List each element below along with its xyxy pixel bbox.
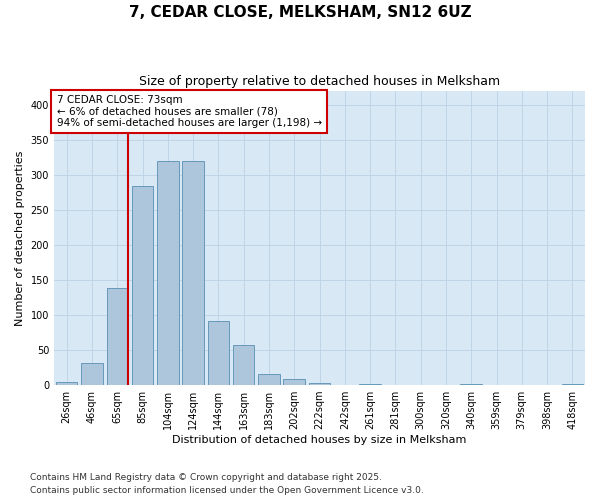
Bar (359, 384, 381, 385)
Bar (132, 186, 153, 385)
Bar (107, 288, 128, 385)
Bar (460, 384, 482, 385)
Bar (208, 322, 229, 385)
Text: 7, CEDAR CLOSE, MELKSHAM, SN12 6UZ: 7, CEDAR CLOSE, MELKSHAM, SN12 6UZ (128, 5, 472, 20)
Bar (309, 383, 330, 385)
Text: 7 CEDAR CLOSE: 73sqm
← 6% of detached houses are smaller (78)
94% of semi-detach: 7 CEDAR CLOSE: 73sqm ← 6% of detached ho… (56, 95, 322, 128)
Bar (258, 374, 280, 385)
Bar (56, 382, 77, 385)
Bar (81, 362, 103, 385)
Bar (562, 384, 583, 385)
Text: Contains public sector information licensed under the Open Government Licence v3: Contains public sector information licen… (30, 486, 424, 495)
Bar (157, 162, 179, 385)
Y-axis label: Number of detached properties: Number of detached properties (15, 150, 25, 326)
Title: Size of property relative to detached houses in Melksham: Size of property relative to detached ho… (139, 75, 500, 88)
Text: Contains HM Land Registry data © Crown copyright and database right 2025.: Contains HM Land Registry data © Crown c… (30, 474, 382, 482)
X-axis label: Distribution of detached houses by size in Melksham: Distribution of detached houses by size … (172, 435, 467, 445)
Bar (233, 345, 254, 385)
Bar (283, 379, 305, 385)
Bar (182, 160, 204, 385)
